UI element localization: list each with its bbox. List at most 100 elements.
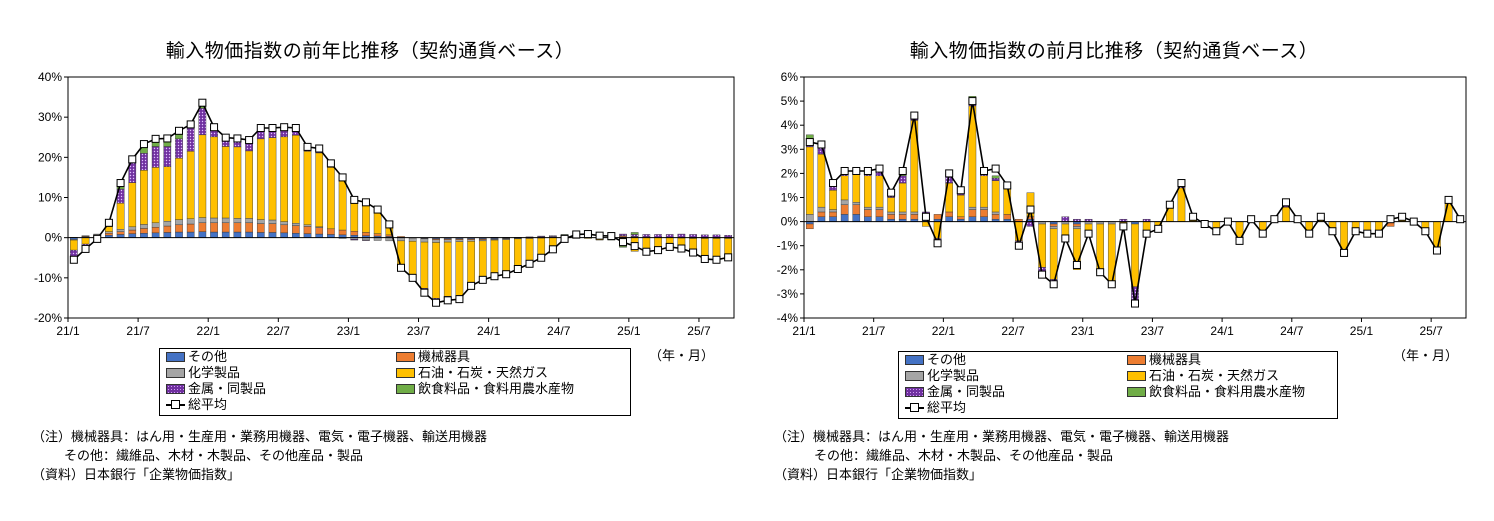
- bar-segment-machinery: [1049, 223, 1058, 227]
- bar-segment-machinery: [980, 209, 988, 217]
- x-tick-label: 23/7: [407, 324, 431, 338]
- total-point: [1061, 234, 1070, 243]
- total-point: [175, 126, 183, 135]
- mom-chart-title: 輸入物価指数の前月比推移（契約通貨ベース）: [909, 40, 1319, 62]
- total-point: [1247, 215, 1256, 224]
- total-point: [69, 255, 78, 264]
- yoy-panel: 輸入物価指数の前年比推移（契約通貨ベース） 40% 30% 20% 10% 0% -10%…: [0, 0, 740, 521]
- bar-segment-metal: [724, 235, 732, 238]
- total-point: [863, 166, 872, 175]
- total-point: [1084, 229, 1093, 238]
- legend-item-total: 総平均: [905, 401, 966, 417]
- bar-segment-oil: [70, 239, 78, 251]
- yoy-legend: その他 機械器具 化学製品 石油・石炭・天然ガス 金属・同製品 飲食料品・食料用…: [159, 348, 631, 416]
- bar-segment-machinery: [852, 204, 861, 215]
- total-point: [700, 254, 709, 263]
- bar-segment-chemical: [898, 211, 907, 215]
- bar-segment-metal: [175, 138, 183, 159]
- total-point: [654, 246, 663, 255]
- y-tick-label: 1%: [781, 191, 799, 205]
- legend-item-machinery: 機械器具: [396, 350, 470, 366]
- total-point: [502, 270, 511, 279]
- bar-segment-machinery: [817, 211, 826, 217]
- note-line-2: その他：繊維品、木材・木製品、その他産品・製品: [814, 449, 1114, 464]
- total-point: [607, 232, 616, 241]
- total-point: [397, 263, 405, 272]
- bar-segment-machinery: [1003, 214, 1012, 220]
- bar-segment-metal: [654, 234, 662, 238]
- bar-segment-chemical: [303, 224, 312, 227]
- bar-segment-machinery: [163, 225, 172, 233]
- bar-segment-machinery: [829, 211, 837, 217]
- y-tick-label: -1%: [777, 239, 799, 253]
- x-tick-label: 23/1: [1071, 324, 1095, 338]
- total-point: [116, 179, 125, 188]
- bar-segment-oil: [245, 150, 253, 219]
- y-tick-label: 6%: [781, 70, 799, 84]
- legend-item-food: 飲食料品・食料用農水産物: [1127, 385, 1305, 401]
- total-point: [338, 173, 347, 182]
- legend-swatch-metal: [166, 383, 185, 394]
- legend-item-other: その他: [166, 350, 227, 366]
- total-point: [1398, 212, 1407, 221]
- bar-segment-machinery: [933, 214, 942, 220]
- bar-segment-machinery: [991, 214, 1000, 220]
- x-tick-label: 22/7: [267, 324, 291, 338]
- bar-segment-machinery: [1073, 223, 1081, 227]
- total-point: [1003, 181, 1012, 190]
- x-tick-label: 24/1: [1210, 324, 1234, 338]
- bar-segment-other: [864, 216, 872, 222]
- bar-segment-machinery: [116, 231, 125, 235]
- total-point: [1026, 205, 1035, 214]
- y-tick-label: -3%: [777, 287, 799, 301]
- bar-segment-machinery: [186, 223, 195, 233]
- total-point: [1351, 227, 1360, 236]
- bar-segment-metal: [362, 239, 370, 241]
- x-tick-label: 24/1: [477, 324, 501, 338]
- bar-segment-metal: [151, 146, 160, 168]
- bar-segment-machinery: [864, 209, 872, 217]
- bar-segment-oil: [817, 153, 826, 208]
- bar-segment-other: [945, 216, 953, 222]
- total-point: [513, 264, 522, 273]
- bar-segment-chemical: [1073, 226, 1081, 230]
- legend-item-machinery: 機械器具: [1127, 353, 1201, 369]
- bar-segment-oil: [338, 179, 347, 231]
- bar-segment-machinery: [210, 222, 218, 233]
- note-line-3: （資料）日本銀行「企業物価指数」: [32, 468, 241, 483]
- total-point: [1235, 236, 1244, 245]
- total-point: [478, 275, 487, 284]
- bar-segment-oil: [1433, 221, 1441, 249]
- y-tick-label: 20%: [38, 150, 62, 164]
- bar-segment-machinery: [338, 229, 347, 236]
- legend-line-total: [166, 399, 185, 410]
- total-point: [689, 248, 698, 257]
- legend-label-metal: 金属・同製品: [188, 382, 267, 397]
- legend-swatch-oil: [1127, 370, 1146, 381]
- bar-segment-other: [303, 233, 312, 238]
- bar-segment-oil: [210, 136, 218, 219]
- legend-label-food: 飲食料品・食料用農水産物: [418, 382, 575, 397]
- bar-segment-chemical: [910, 211, 919, 215]
- bar-segment-chemical: [455, 239, 464, 242]
- bar-segment-chemical: [875, 206, 884, 210]
- legend-label-oil: 石油・石炭・天然ガス: [1149, 369, 1280, 384]
- bar-segment-chemical: [256, 219, 265, 224]
- x-tick-label: 25/7: [1419, 324, 1443, 338]
- bar-segment-metal: [140, 153, 148, 171]
- x-tick-label: 24/7: [547, 324, 571, 338]
- x-tick-label: 22/1: [932, 324, 956, 338]
- bar-segment-other: [875, 216, 884, 222]
- bar-segment-oil: [140, 169, 148, 225]
- total-point: [1177, 179, 1186, 188]
- total-point: [583, 230, 592, 239]
- legend-swatch-other: [166, 351, 185, 362]
- bar-segment-metal: [712, 234, 721, 238]
- total-point: [956, 186, 965, 195]
- total-point: [991, 164, 1000, 173]
- y-tick-label: 2%: [781, 166, 799, 180]
- x-tick-label: 25/1: [617, 324, 641, 338]
- total-point: [595, 231, 604, 240]
- legend-item-chemical: 化学製品: [905, 369, 979, 385]
- total-point: [1316, 212, 1325, 221]
